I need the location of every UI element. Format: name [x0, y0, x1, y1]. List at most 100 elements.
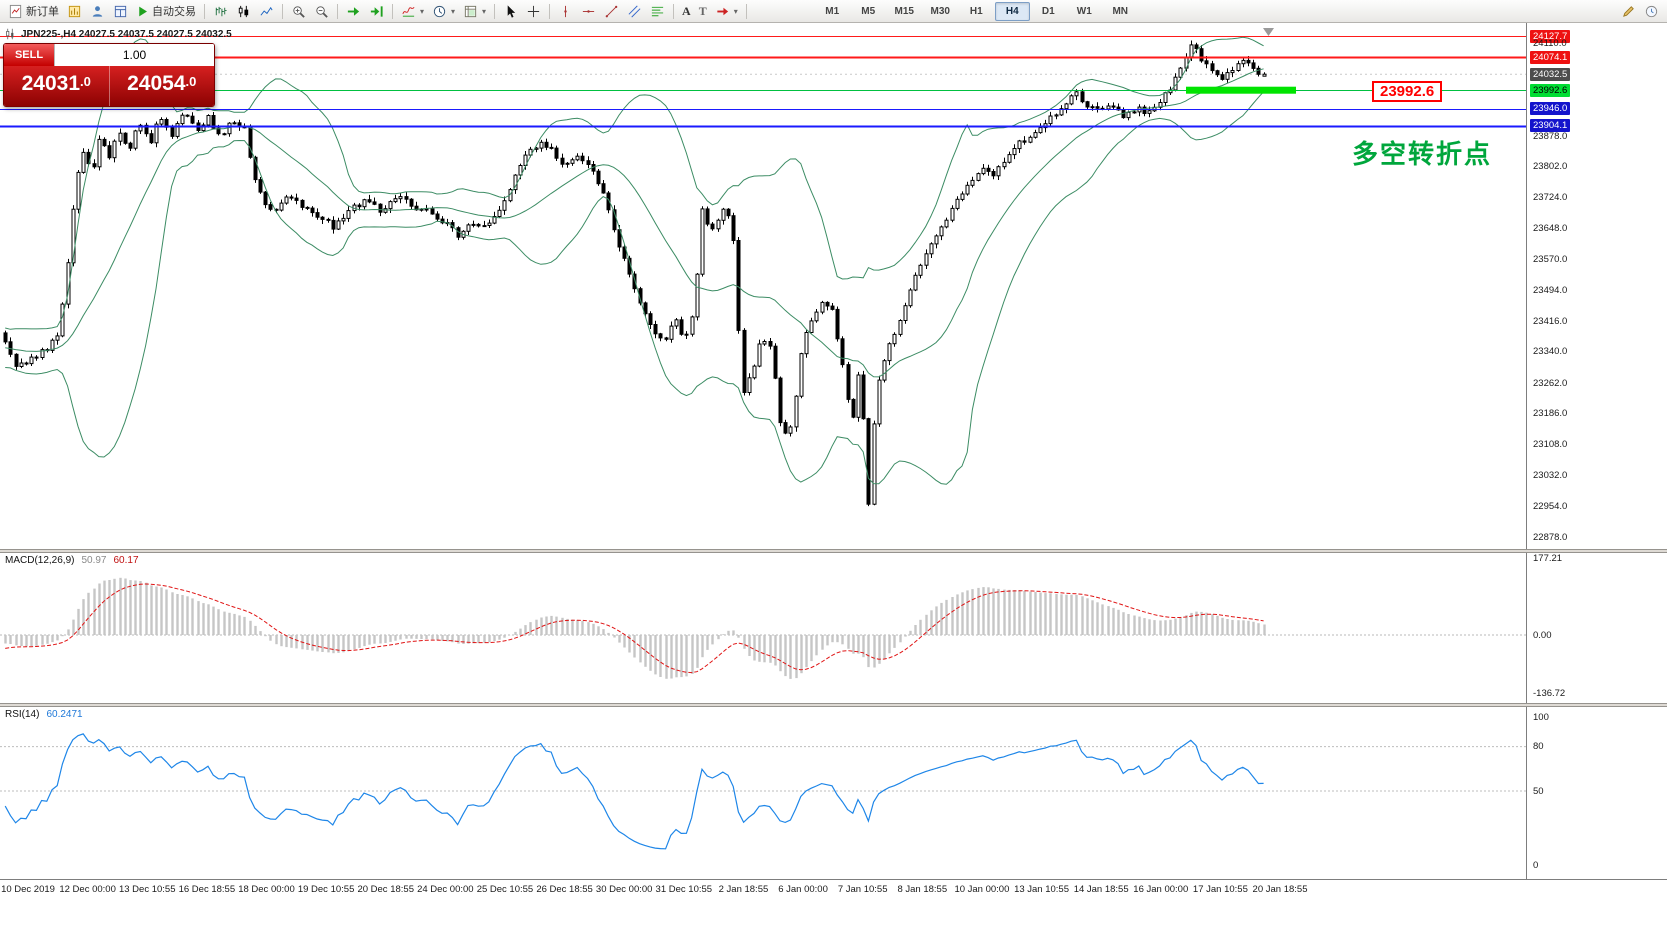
one-click-trading-panel: SELL ▲ ▼ BUY 24031 .0 24054 .0 [3, 43, 215, 107]
time-axis-label: 26 Dec 18:55 [536, 884, 593, 895]
channel-icon [628, 5, 641, 17]
vertical-line-button[interactable] [554, 1, 577, 22]
timeframe-button-mn[interactable]: MN [1112, 5, 1129, 17]
axis-label: 23946.0 [1530, 102, 1571, 116]
axis-label: 23494.0 [1533, 284, 1568, 296]
time-axis[interactable]: 10 Dec 2019 12 Dec 00:00 13 Dec 10:55 16 De… [0, 879, 1667, 905]
time-axis-label: 6 Jan 00:00 [778, 884, 828, 895]
sell-price-display[interactable]: 24031 .0 [4, 66, 110, 106]
indicators-button[interactable]: ▾ [397, 1, 428, 22]
new-order-button[interactable]: 新订单 [4, 1, 63, 22]
templates-button[interactable]: ▾ [459, 1, 490, 22]
new-chart-icon [68, 5, 81, 17]
timeframe-group: M1 M5 M15 M30 H1 H4 D1 W1 MN [815, 1, 1138, 21]
timeframe-button-h1[interactable]: H1 [969, 5, 983, 17]
chart-shift-button[interactable] [365, 1, 388, 22]
ohlc-text: JPN225-,H4 24027.5 24037.5 24027.5 24032… [21, 28, 232, 40]
axis-label: 0 [1533, 859, 1539, 871]
price-flag: 23992.6 [1372, 81, 1443, 102]
fibonacci-icon [651, 6, 664, 16]
trendline-button[interactable] [600, 1, 623, 22]
rsi-value: 60.2471 [46, 709, 83, 720]
panel-resize-handle[interactable] [0, 703, 1667, 707]
time-axis-label: 12 Dec 00:00 [59, 884, 116, 895]
status-clock-icon [1645, 5, 1658, 17]
rsi-canvas[interactable] [0, 707, 1526, 879]
time-axis-label: 25 Dec 10:55 [476, 884, 534, 895]
data-window-button[interactable] [109, 1, 132, 22]
chart-window: JPN225-,H4 24027.5 24037.5 24027.5 24032… [0, 23, 1667, 947]
label-tool-button[interactable]: T [695, 1, 711, 22]
macd-value-2: 60.17 [113, 555, 139, 566]
axis-label: 177.21 [1533, 553, 1563, 565]
main-chart-canvas[interactable] [0, 23, 1526, 549]
chart-annotation: 多空转折点 [1352, 139, 1493, 169]
bar-chart-button[interactable] [209, 1, 232, 22]
time-axis-label: 2 Jan 18:55 [718, 884, 769, 895]
time-axis-label: 18 Dec 00:00 [238, 884, 295, 895]
axis-label: 23648.0 [1533, 222, 1568, 234]
axis-label: 23108.0 [1533, 439, 1568, 451]
timeframe-button-w1[interactable]: W1 [1076, 5, 1092, 17]
new-chart-button[interactable] [63, 1, 86, 22]
horizontal-line-icon [582, 9, 595, 13]
axis-label: 23904.1 [1530, 119, 1571, 133]
dropdown-caret-icon: ▾ [733, 6, 738, 16]
zoom-in-button[interactable] [287, 1, 310, 22]
periods-button[interactable]: ▾ [428, 1, 459, 22]
cursor-button[interactable] [499, 1, 522, 22]
sell-price-decimal: .0 [80, 74, 91, 89]
sell-button[interactable]: SELL [4, 44, 54, 66]
timeframe-button-m15[interactable]: M15 [894, 5, 914, 17]
toolbar-separator [745, 3, 747, 19]
toolbar-separator [337, 3, 338, 19]
time-axis-label: 16 Jan 00:00 [1133, 884, 1189, 895]
axis-label: 100 [1533, 711, 1549, 723]
timeframe-button-m5[interactable]: M5 [861, 5, 876, 17]
axis-label: 24074.1 [1530, 50, 1571, 64]
cursor-icon [507, 4, 516, 18]
zoom-out-icon [316, 5, 328, 18]
time-axis-label: 8 Jan 18:55 [897, 884, 948, 895]
timeframe-button-m30[interactable]: M30 [930, 5, 950, 17]
macd-label: MACD(12,26,9) 50.97 60.17 [5, 555, 139, 566]
candlestick-chart-button[interactable] [232, 1, 255, 22]
sell-price-main: 24031 [21, 72, 81, 95]
status-clock-button[interactable] [1640, 1, 1663, 22]
time-axis-label: 20 Jan 18:55 [1252, 884, 1308, 895]
profiles-button[interactable] [86, 1, 109, 22]
fibonacci-button[interactable] [646, 1, 669, 22]
time-axis-label: 17 Jan 10:55 [1192, 884, 1248, 895]
horizontal-line-button[interactable] [577, 1, 600, 22]
play-icon [139, 6, 147, 16]
volume-input[interactable] [55, 44, 214, 66]
timeframe-button-m1[interactable]: M1 [825, 5, 840, 17]
zoom-out-button[interactable] [310, 1, 333, 22]
pencil-button[interactable] [1617, 1, 1640, 22]
buy-price-display[interactable]: 24054 .0 [110, 66, 215, 106]
trendline-icon [605, 5, 618, 17]
timeframe-button-d1[interactable]: D1 [1041, 5, 1055, 17]
toolbar-separator [282, 3, 283, 19]
timeframe-button-h4[interactable]: H4 [994, 1, 1030, 21]
axis-label: 23262.0 [1533, 377, 1568, 389]
auto-trading-button[interactable]: 自动交易 [132, 1, 200, 22]
line-chart-button[interactable] [255, 1, 278, 22]
price-axis[interactable]: 24127.7 24110.0 24074.1 24032.5 23992.6 23946… [1526, 23, 1667, 879]
new-order-icon [9, 4, 22, 18]
chart-shift-icon [370, 5, 383, 17]
macd-name: MACD(12,26,9) [5, 555, 75, 566]
line-chart-icon [260, 6, 273, 16]
pencil-icon [1623, 5, 1634, 17]
buy-price-decimal: .0 [185, 74, 197, 89]
dropdown-caret-icon: ▾ [451, 6, 456, 16]
channel-button[interactable] [623, 1, 646, 22]
rsi-label: RSI(14) 60.2471 [5, 709, 83, 720]
time-axis-label: 16 Dec 18:55 [178, 884, 236, 895]
arrows-tool-button[interactable]: ▾ [711, 1, 742, 22]
macd-canvas[interactable] [0, 553, 1526, 703]
text-tool-button[interactable]: A [678, 1, 695, 22]
panel-resize-handle[interactable] [0, 549, 1667, 553]
auto-scroll-button[interactable] [342, 1, 365, 22]
crosshair-button[interactable] [522, 1, 545, 22]
